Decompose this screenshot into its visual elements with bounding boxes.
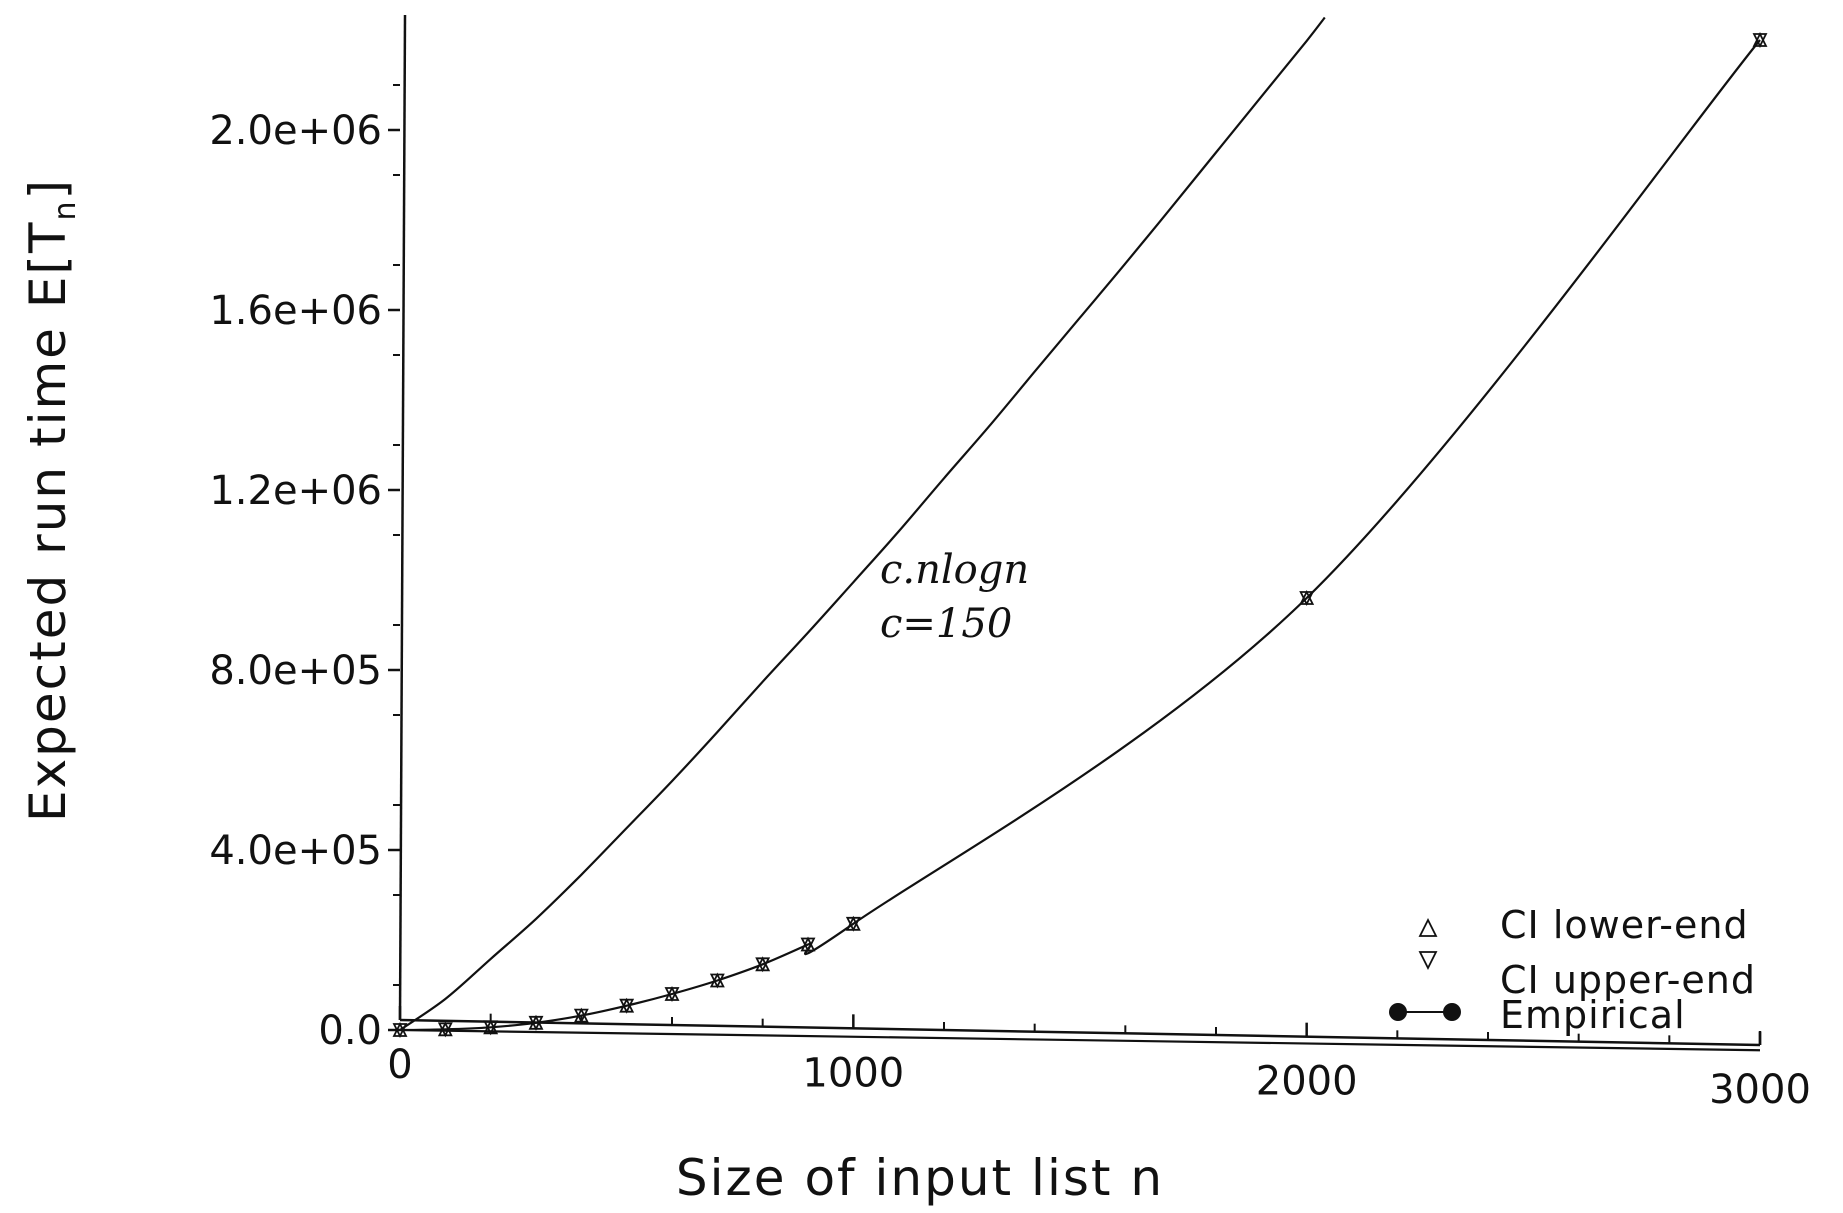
ci-upper-marker	[664, 987, 680, 1003]
y-minor-ticks	[393, 84, 400, 986]
ci-upper-marker	[800, 937, 816, 953]
ci-upper-marker	[483, 1020, 499, 1036]
annotation-formula: c.nlogn	[880, 547, 1029, 593]
baseline-curve	[399, 1028, 1761, 1052]
x-axis-title: Size of input list n	[676, 1149, 1164, 1207]
ci-upper-marker	[392, 1023, 408, 1039]
ci-upper-marker	[573, 1008, 589, 1024]
legend-triangle-up-icon	[1418, 917, 1438, 937]
legend-label-ci-upper: CI upper-end	[1500, 958, 1756, 1002]
legend: CI lower-end CI upper-end Empirical	[1389, 903, 1756, 1037]
y-axis-title: Expected run time E[Tn]	[19, 178, 83, 822]
y-tick-label: 1.6e+06	[209, 288, 382, 334]
empirical-curve	[399, 39, 1761, 1032]
x-tick-label: 3000	[1709, 1067, 1811, 1113]
y-tick-label: 8.0e+05	[209, 648, 382, 694]
legend-empirical-dot-right-icon	[1443, 1003, 1461, 1021]
y-axis-ticks: 0.0 4.0e+05 8.0e+05 1.2e+06 1.6e+06 2.0e+06	[209, 108, 400, 1054]
empirical-markers	[392, 31, 1768, 1039]
legend-empirical-dot-left-icon	[1389, 1003, 1407, 1021]
y-tick-label: 1.2e+06	[209, 468, 382, 514]
x-axis-line	[399, 1018, 1761, 1047]
x-tick-label: 0	[387, 1042, 412, 1088]
x-axis-ticks: 0 1000 2000 3000	[387, 1006, 1811, 1113]
x-tick-label: 1000	[802, 1050, 904, 1096]
y-tick-label: 2.0e+06	[209, 108, 382, 154]
legend-triangle-down-icon	[1418, 951, 1438, 971]
y-tick-label: 0.0	[318, 1008, 382, 1054]
annotation-constant: c=150	[880, 601, 1012, 647]
y-axis-line	[398, 14, 407, 1021]
legend-label-ci-lower: CI lower-end	[1500, 903, 1749, 947]
x-tick-label: 2000	[1256, 1059, 1358, 1105]
y-tick-label: 4.0e+05	[209, 828, 382, 874]
legend-label-empirical: Empirical	[1500, 993, 1686, 1037]
ci-upper-marker	[1299, 591, 1315, 607]
ci-upper-marker	[619, 998, 635, 1014]
ci-upper-marker	[1752, 33, 1768, 49]
ci-upper-marker	[528, 1015, 544, 1031]
nlogn-curve	[399, 16, 1326, 1031]
ci-upper-marker	[845, 916, 861, 932]
ci-upper-marker	[755, 957, 771, 973]
ci-upper-marker	[709, 973, 725, 989]
ci-upper-marker	[437, 1022, 453, 1038]
